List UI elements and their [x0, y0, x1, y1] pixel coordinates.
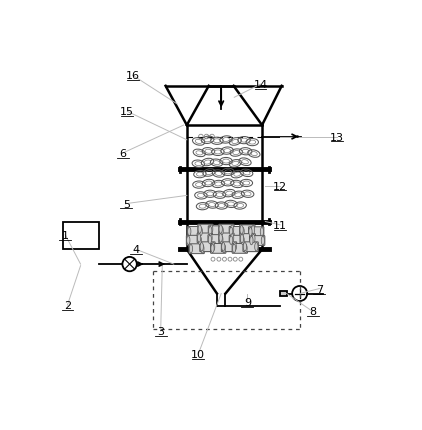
Text: 16: 16 [126, 71, 140, 81]
Ellipse shape [220, 236, 223, 244]
Ellipse shape [200, 243, 203, 252]
FancyBboxPatch shape [211, 244, 226, 254]
FancyBboxPatch shape [208, 226, 224, 236]
FancyBboxPatch shape [197, 233, 213, 243]
Ellipse shape [198, 237, 201, 245]
Ellipse shape [219, 234, 222, 243]
FancyBboxPatch shape [222, 242, 237, 252]
Ellipse shape [261, 237, 265, 245]
Ellipse shape [252, 226, 255, 234]
Ellipse shape [241, 227, 244, 236]
FancyBboxPatch shape [229, 227, 245, 237]
Ellipse shape [230, 227, 233, 236]
Text: 9: 9 [244, 297, 251, 307]
Ellipse shape [188, 227, 191, 236]
Ellipse shape [198, 225, 201, 234]
FancyBboxPatch shape [219, 233, 234, 243]
FancyBboxPatch shape [187, 227, 203, 237]
Ellipse shape [260, 228, 263, 236]
FancyBboxPatch shape [232, 244, 248, 254]
Ellipse shape [211, 243, 215, 252]
Ellipse shape [243, 243, 246, 252]
Text: 3: 3 [157, 326, 164, 336]
Text: 13: 13 [330, 132, 344, 142]
Ellipse shape [240, 235, 243, 243]
Ellipse shape [240, 226, 243, 234]
FancyBboxPatch shape [200, 242, 215, 252]
Ellipse shape [219, 225, 222, 234]
FancyBboxPatch shape [280, 291, 287, 297]
Text: 10: 10 [191, 349, 205, 359]
FancyBboxPatch shape [198, 224, 213, 234]
Ellipse shape [199, 227, 203, 236]
Ellipse shape [208, 227, 212, 235]
Ellipse shape [189, 245, 192, 253]
Ellipse shape [210, 225, 213, 234]
Ellipse shape [252, 235, 255, 243]
FancyBboxPatch shape [229, 236, 245, 246]
Ellipse shape [201, 245, 204, 253]
Ellipse shape [197, 234, 201, 243]
Text: 12: 12 [273, 181, 287, 191]
FancyBboxPatch shape [243, 242, 258, 252]
Ellipse shape [249, 228, 252, 236]
FancyBboxPatch shape [189, 244, 204, 254]
FancyBboxPatch shape [187, 236, 202, 246]
Text: 4: 4 [133, 245, 140, 255]
Ellipse shape [233, 245, 236, 253]
Ellipse shape [230, 237, 233, 245]
Ellipse shape [187, 237, 190, 245]
FancyBboxPatch shape [240, 225, 255, 235]
Ellipse shape [209, 234, 212, 243]
Ellipse shape [255, 243, 258, 252]
Text: 7: 7 [316, 284, 323, 294]
Ellipse shape [250, 237, 253, 245]
Text: 6: 6 [119, 148, 127, 159]
FancyBboxPatch shape [240, 234, 255, 244]
Ellipse shape [222, 243, 225, 252]
Ellipse shape [220, 227, 223, 235]
Ellipse shape [230, 234, 234, 243]
Ellipse shape [230, 225, 234, 234]
Text: 5: 5 [123, 199, 130, 209]
Text: 2: 2 [64, 300, 71, 310]
Ellipse shape [222, 245, 226, 253]
Ellipse shape [211, 245, 214, 253]
Text: 1: 1 [62, 230, 69, 240]
FancyBboxPatch shape [249, 227, 264, 237]
Text: 14: 14 [253, 80, 268, 90]
FancyBboxPatch shape [208, 235, 223, 245]
Text: 11: 11 [273, 220, 287, 230]
Ellipse shape [233, 243, 236, 252]
Text: 8: 8 [309, 307, 316, 317]
Ellipse shape [244, 245, 247, 253]
Ellipse shape [241, 237, 244, 245]
FancyBboxPatch shape [219, 224, 234, 234]
Ellipse shape [208, 236, 211, 244]
FancyBboxPatch shape [249, 236, 265, 246]
Text: 15: 15 [120, 107, 134, 117]
